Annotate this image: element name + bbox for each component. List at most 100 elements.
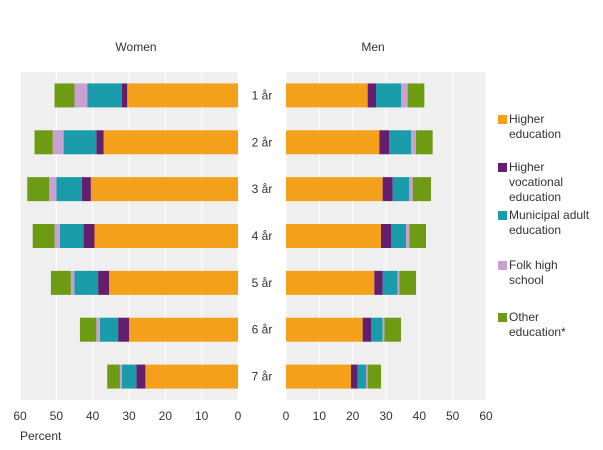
bar-left-higher-vocational-education [118,317,129,342]
bar-right-folk-high-school [406,224,410,248]
bar-left-folk-high-school [70,270,75,295]
category-label: 4 år [252,229,273,243]
right-x-tick-label: 10 [313,409,327,423]
bar-right-higher-vocational-education [374,270,383,295]
bar-right-folk-high-school [401,83,408,108]
bar-left-folk-high-school [54,224,60,248]
category-label: 2 år [252,135,273,149]
bar-left-folk-high-school [96,317,100,342]
bar-left-other-education [27,177,50,202]
bar-right-municipal-adult-education [391,224,406,248]
category-label: 3 år [252,182,273,196]
bar-left-higher-vocational-education [83,224,95,248]
bar-right-higher-education [286,364,351,389]
bar-left-folk-high-school [52,130,64,155]
bar-left-municipal-adult-education [74,270,99,295]
bar-right-higher-vocational-education [351,364,358,389]
bar-right-other-education [367,364,381,389]
left-x-tick-label: 50 [50,409,64,423]
bar-right-folk-high-school [397,270,400,295]
category-label: 7 år [252,370,273,384]
right-panel: 0 10 20 30 40 50 60 Men [283,40,493,423]
bar-right-higher-education [286,224,381,248]
bar-left-other-education [32,224,55,248]
bar-left-folk-high-school [119,364,122,389]
legend-label-other-education: Other education* [509,310,566,339]
bar-left-higher-education [103,130,238,155]
bar-right-other-education [399,270,416,295]
category-labels: 1 år 2 år 3 år 4 år 5 år 6 år 7 år [252,88,273,383]
legend-swatch-folk-high-school [498,261,507,270]
bar-right-higher-vocational-education [367,83,376,108]
bar-right-higher-vocational-education [381,224,391,248]
bar-right-other-education [407,83,425,108]
bar-right-municipal-adult-education [389,130,411,155]
category-label: 6 år [252,323,273,337]
left-x-tick-label: 60 [13,409,27,423]
legend-label-higher-education: Higher education [509,112,561,141]
legend: Higher education Higher vocational education… [498,112,590,339]
bar-right-higher-education [286,130,380,155]
bar-left-higher-vocational-education [121,83,128,108]
left-panel: 0 10 20 30 40 50 60 Women [13,40,241,423]
bar-left-municipal-adult-education [56,177,82,202]
right-x-tick-label: 30 [379,409,393,423]
bar-right-higher-vocational-education [362,317,371,342]
bar-left-folk-high-school [49,177,57,202]
legend-swatch-higher-education [498,115,507,124]
right-x-tick-label: 60 [479,409,493,423]
bar-right-municipal-adult-education [382,270,398,295]
legend-label-municipal-adult-education: Municipal adult education [509,208,590,237]
bar-right-municipal-adult-education [376,83,401,108]
left-x-tick-label: 30 [122,409,136,423]
legend-label-folk-high-school: Folk high school [509,258,558,287]
bar-left-higher-education [90,177,238,202]
bar-right-higher-education [286,177,383,202]
bar-right-higher-vocational-education [382,177,393,202]
bar-left-municipal-adult-education [87,83,122,108]
legend-swatch-other-education [498,313,507,322]
category-label: 1 år [252,88,273,102]
bar-left-folk-high-school [74,83,88,108]
bar-left-municipal-adult-education [121,364,137,389]
bar-left-higher-vocational-education [136,364,146,389]
right-x-tick-label: 20 [346,409,360,423]
left-x-tick-label: 10 [195,409,209,423]
bar-left-other-education [79,317,97,342]
bar-left-higher-education [109,270,239,295]
x-axis-label: Percent [20,429,62,443]
bar-right-other-education [412,177,431,202]
right-panel-title: Men [361,40,384,54]
bar-right-higher-education [286,270,375,295]
bar-left-higher-education [129,317,238,342]
left-x-tick-label: 20 [159,409,173,423]
left-x-ticks: 0 10 20 30 40 50 60 [13,409,241,423]
bar-left-other-education [34,130,53,155]
bar-left-municipal-adult-education [59,224,84,248]
left-x-tick-label: 40 [86,409,100,423]
bar-left-municipal-adult-education [99,317,119,342]
right-x-ticks: 0 10 20 30 40 50 60 [283,409,493,423]
bar-left-higher-education [127,83,238,108]
bar-left-higher-vocational-education [81,177,91,202]
bar-left-higher-education [94,224,238,248]
left-bars [27,83,239,389]
bar-right-other-education [416,130,433,155]
bar-left-other-education [107,364,120,389]
bar-left-higher-education [145,364,238,389]
right-x-tick-label: 0 [283,409,290,423]
bar-right-municipal-adult-education [371,317,383,342]
bar-left-other-education [50,270,71,295]
bar-right-higher-education [286,83,368,108]
bar-left-higher-vocational-education [98,270,110,295]
bar-right-municipal-adult-education [357,364,366,389]
bar-right-other-education [384,317,401,342]
bar-left-municipal-adult-education [63,130,97,155]
bar-right-folk-high-school [411,130,416,155]
bar-left-other-education [54,83,75,108]
bar-right-folk-high-school [366,364,368,389]
legend-swatch-higher-vocational-education [498,163,507,172]
bar-right-higher-vocational-education [379,130,390,155]
bar-left-higher-vocational-education [96,130,104,155]
